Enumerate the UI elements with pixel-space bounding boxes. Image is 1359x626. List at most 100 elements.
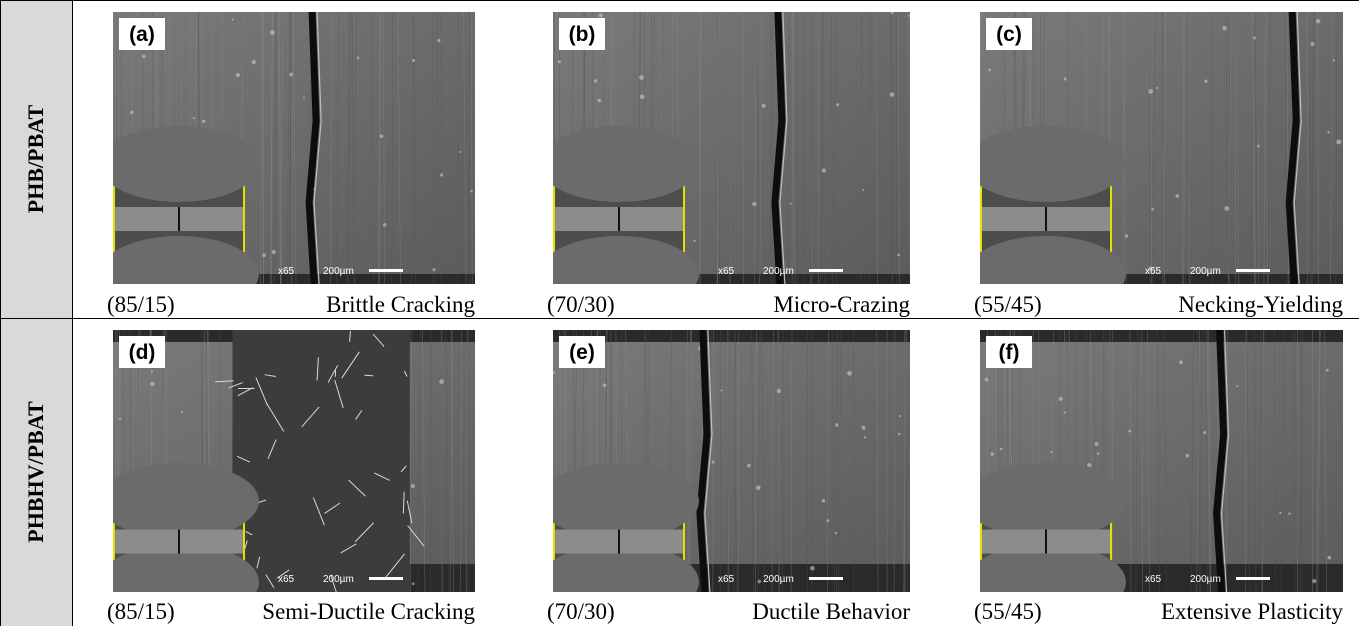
speck (1336, 140, 1341, 145)
magnification: x65 (1145, 266, 1162, 277)
ratio-caption: (85/15) (107, 599, 175, 625)
speck (1333, 59, 1335, 61)
speck (899, 415, 901, 417)
speck (150, 382, 154, 386)
behavior-caption: Necking-Yielding (1178, 292, 1343, 318)
speck (1087, 463, 1091, 467)
speck (898, 433, 901, 436)
ratio-caption: (70/30) (547, 292, 615, 318)
speck (383, 223, 387, 227)
speck (380, 134, 384, 138)
speck (440, 173, 443, 176)
speck (1095, 442, 1099, 446)
scale-bar (809, 577, 843, 580)
speck (640, 94, 645, 99)
speck (834, 532, 836, 534)
panel-tag: (b) (569, 23, 596, 46)
speck (752, 202, 756, 206)
ratio-caption: (70/30) (547, 599, 615, 625)
speck (1236, 385, 1238, 387)
speck (712, 461, 715, 464)
speck (790, 203, 792, 205)
speck (412, 59, 415, 62)
speck (721, 389, 723, 391)
border (0, 318, 1359, 319)
speck (598, 99, 602, 103)
behavior-caption: Extensive Plasticity (1161, 599, 1343, 625)
magnification: x65 (278, 266, 295, 277)
speck (459, 151, 461, 153)
speck (119, 418, 121, 420)
scale-label: 200µm (1190, 266, 1221, 277)
speck (988, 68, 991, 71)
speck (1257, 145, 1260, 148)
speck (862, 189, 864, 191)
figure: PHB/PBAT(a)x65200µm(85/15)Brittle Cracki… (0, 0, 1359, 626)
panel-tag: (e) (569, 341, 595, 364)
speck (232, 18, 234, 20)
ratio-caption: (55/45) (974, 599, 1042, 625)
sem-image: (c) x65 200µm (980, 12, 1343, 284)
speck (862, 426, 866, 430)
speck (758, 580, 762, 584)
speck (142, 55, 145, 58)
speck (1064, 411, 1066, 413)
scale-label: 200µm (763, 266, 794, 277)
magnification: x65 (1145, 574, 1162, 585)
speck (181, 411, 183, 413)
scale-bar (369, 577, 403, 580)
speck (289, 73, 293, 77)
ratio-caption: (85/15) (107, 292, 175, 318)
speck (985, 378, 988, 381)
ratio-caption: (55/45) (974, 292, 1042, 318)
speck (1288, 513, 1290, 515)
speck (236, 73, 240, 77)
speck (412, 582, 415, 585)
sem-image: (f)x65200µm (980, 330, 1343, 592)
speck (1097, 452, 1099, 454)
panel-tag: (c) (996, 23, 1022, 46)
panel-tag: (f) (999, 341, 1020, 364)
sem-image: (a)x65200µm (113, 12, 475, 284)
speck (1186, 454, 1190, 458)
speck (835, 423, 838, 426)
speck (357, 57, 360, 60)
scale-bar (1236, 577, 1270, 580)
speck (639, 75, 644, 80)
sem-image: (d)x65200µm (113, 330, 475, 592)
speck (1156, 87, 1158, 89)
speck (558, 60, 561, 63)
speck (1316, 19, 1320, 23)
magnification: x65 (718, 266, 735, 277)
speck (202, 120, 206, 124)
speck (193, 117, 195, 119)
border (0, 0, 1, 626)
behavior-caption: Ductile Behavior (752, 599, 910, 625)
speck (1327, 556, 1331, 560)
behavior-caption: Semi-Ductile Cracking (262, 599, 475, 625)
speck (1000, 448, 1003, 451)
fracture-zone (232, 330, 409, 592)
speck (1175, 194, 1179, 198)
scale-label: 200µm (763, 574, 794, 585)
speck (1064, 77, 1067, 80)
speck (439, 379, 444, 384)
scale-bar (369, 269, 403, 272)
speck (262, 253, 266, 257)
speck (1059, 397, 1063, 401)
scale-label: 200µm (323, 266, 354, 277)
speck (599, 13, 603, 17)
speck (1327, 131, 1330, 134)
speck (1279, 512, 1281, 514)
speck (1151, 208, 1154, 211)
speck (777, 389, 781, 393)
magnification: x65 (718, 574, 735, 585)
scale-bar (1236, 269, 1270, 272)
speck (1128, 430, 1131, 433)
row-label: PHB/PBAT (23, 105, 49, 213)
speck (836, 103, 839, 106)
speck (897, 254, 900, 257)
speck (252, 60, 256, 64)
speck (1204, 80, 1207, 83)
behavior-caption: Brittle Cracking (326, 292, 475, 318)
